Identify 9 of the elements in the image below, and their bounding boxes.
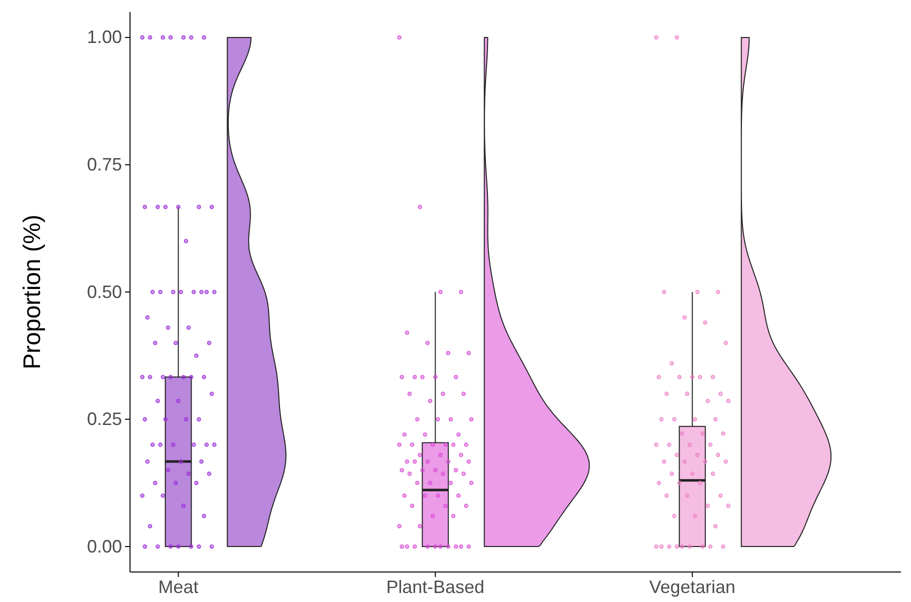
x-tick-label: Vegetarian bbox=[649, 576, 736, 597]
y-tick-label: 0.00 bbox=[86, 536, 122, 556]
y-tick-label: 1.00 bbox=[86, 27, 122, 48]
y-axis-title: Proportion (%) bbox=[19, 214, 46, 370]
y-tick-label: 0.25 bbox=[86, 409, 122, 430]
y-tick-label: 0.50 bbox=[86, 282, 122, 302]
x-tick-label: Plant-Based bbox=[386, 576, 484, 597]
y-tick-label: 0.75 bbox=[86, 154, 122, 174]
x-tick-label: Meat bbox=[158, 576, 198, 597]
